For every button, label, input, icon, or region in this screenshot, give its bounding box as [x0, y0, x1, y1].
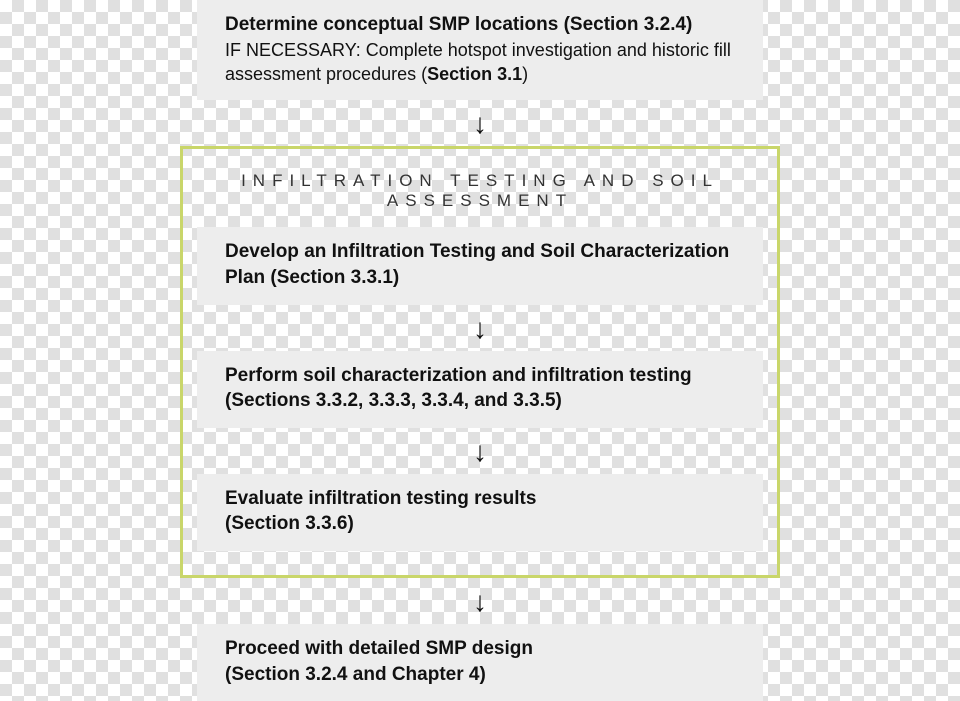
step-title-line2: (Section 3.2.4 and Chapter 4)	[225, 662, 735, 688]
step-title: Determine conceptual SMP locations (Sect…	[225, 12, 735, 38]
step-subtext: IF NECESSARY: Complete hotspot investiga…	[225, 38, 735, 87]
arrow-down-icon: ↓	[473, 100, 487, 146]
infiltration-group: INFILTRATION TESTING AND SOIL ASSESSMENT…	[180, 146, 780, 578]
arrow-down-icon: ↓	[473, 578, 487, 624]
arrow-down-icon: ↓	[473, 305, 487, 351]
step-title: Evaluate infiltration testing results	[225, 486, 735, 512]
step-develop-plan: Develop an Infiltration Testing and Soil…	[197, 227, 763, 304]
step-proceed-design: Proceed with detailed SMP design (Sectio…	[197, 624, 763, 701]
step-title-line2: (Section 3.3.6)	[225, 511, 735, 537]
step-evaluate-results: Evaluate infiltration testing results (S…	[197, 474, 763, 551]
group-heading: INFILTRATION TESTING AND SOIL ASSESSMENT	[199, 165, 761, 227]
flowchart: Determine conceptual SMP locations (Sect…	[180, 0, 780, 701]
step-title: Perform soil characterization and infilt…	[225, 363, 735, 414]
step-determine-locations: Determine conceptual SMP locations (Sect…	[197, 0, 763, 100]
step-title: Develop an Infiltration Testing and Soil…	[225, 239, 735, 290]
step-perform-testing: Perform soil characterization and infilt…	[197, 351, 763, 428]
arrow-down-icon: ↓	[473, 428, 487, 474]
step-title: Proceed with detailed SMP design	[225, 636, 735, 662]
